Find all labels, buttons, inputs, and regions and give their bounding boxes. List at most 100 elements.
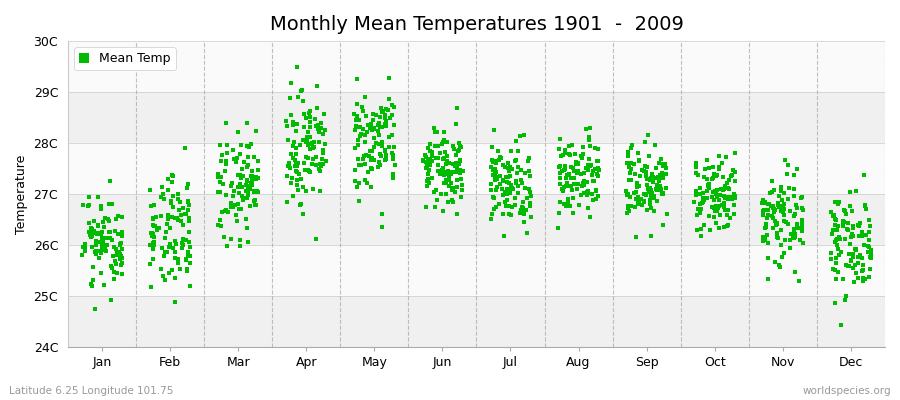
Point (313, 188, 328, 194)
Point (626, 160, 641, 167)
Point (441, 168, 455, 174)
Point (148, 234, 162, 240)
Point (385, 150, 400, 156)
Point (638, 169, 652, 175)
Point (445, 187, 459, 194)
Point (359, 151, 374, 158)
Point (721, 185, 735, 191)
Point (146, 215, 160, 222)
Point (437, 149, 452, 156)
Point (316, 150, 330, 156)
Point (727, 192, 742, 198)
Point (92, 255, 106, 262)
Point (113, 242, 128, 248)
Point (776, 205, 790, 211)
Point (766, 225, 780, 231)
Point (425, 149, 439, 155)
Point (166, 193, 181, 199)
Point (572, 202, 587, 208)
Point (165, 179, 179, 185)
Point (583, 125, 598, 132)
Point (717, 204, 732, 210)
Point (299, 115, 313, 122)
Point (238, 182, 253, 188)
Point (654, 156, 669, 162)
Point (845, 208, 859, 214)
Point (652, 174, 667, 180)
Point (234, 206, 248, 212)
Point (711, 203, 725, 209)
Point (83, 232, 97, 238)
Point (232, 236, 247, 243)
Point (569, 161, 583, 167)
Point (648, 175, 662, 182)
Point (214, 223, 229, 230)
Point (349, 101, 364, 108)
Point (170, 215, 184, 221)
Point (234, 175, 248, 182)
Point (220, 142, 234, 148)
Point (366, 116, 381, 123)
Point (305, 161, 320, 168)
Point (780, 195, 795, 202)
Point (225, 204, 239, 210)
Point (372, 140, 386, 147)
Point (109, 261, 123, 267)
Point (352, 162, 366, 168)
Point (659, 185, 673, 191)
Point (106, 244, 121, 250)
Point (826, 213, 841, 220)
Point (519, 207, 534, 213)
Point (110, 249, 124, 255)
Point (379, 123, 393, 129)
Point (828, 267, 842, 274)
Point (504, 148, 518, 154)
Point (102, 218, 116, 224)
Point (102, 200, 116, 207)
Point (756, 212, 770, 218)
Point (291, 160, 305, 166)
Point (577, 170, 591, 176)
Point (591, 173, 606, 179)
Point (766, 214, 780, 221)
Point (829, 276, 843, 283)
Point (826, 226, 841, 233)
Point (709, 208, 724, 214)
Point (790, 166, 805, 172)
Point (572, 180, 586, 187)
Point (146, 222, 160, 228)
Point (509, 179, 524, 186)
Point (353, 133, 367, 139)
Point (248, 202, 263, 208)
Point (353, 124, 367, 130)
Point (220, 243, 234, 250)
Point (774, 203, 788, 209)
Point (511, 164, 526, 170)
Point (436, 208, 451, 214)
Point (148, 223, 163, 229)
Point (161, 270, 176, 277)
Point (223, 200, 238, 206)
Point (576, 150, 590, 157)
Point (583, 214, 598, 220)
Point (440, 158, 454, 164)
Point (215, 209, 230, 215)
Point (85, 244, 99, 250)
Bar (68, 41, 885, 92)
Point (364, 155, 379, 162)
Point (182, 239, 196, 246)
Point (788, 269, 803, 276)
Point (97, 247, 112, 254)
Point (107, 276, 122, 283)
Point (855, 255, 869, 261)
Point (244, 180, 258, 186)
Point (831, 246, 845, 252)
Point (436, 139, 451, 145)
Point (430, 162, 445, 168)
Point (563, 183, 578, 190)
Point (552, 210, 566, 216)
Point (437, 154, 452, 161)
Point (831, 223, 845, 229)
Point (146, 216, 160, 222)
Point (629, 195, 643, 202)
